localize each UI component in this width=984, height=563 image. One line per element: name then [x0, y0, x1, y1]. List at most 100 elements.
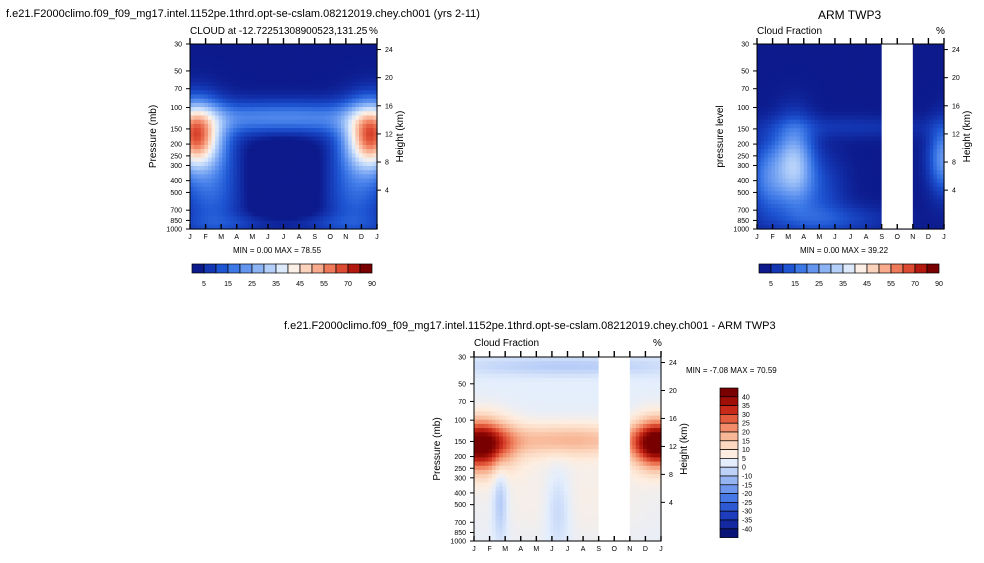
heatmap-cell — [800, 128, 805, 133]
heatmap-cell — [258, 207, 263, 213]
heatmap-cell — [301, 224, 306, 230]
heatmap-cell — [247, 199, 252, 205]
heatmap-cell — [218, 220, 223, 226]
heatmap-cell — [261, 216, 267, 222]
heatmap-cell — [269, 65, 274, 70]
heatmap-cell — [789, 216, 794, 222]
heatmap-cell — [287, 178, 292, 184]
heatmap-cell — [926, 123, 931, 129]
heatmap-cell — [225, 170, 231, 175]
heatmap-cell — [269, 216, 274, 222]
heatmap-cell — [810, 123, 816, 129]
heatmap-cell — [215, 174, 220, 180]
heatmap-cell — [251, 107, 256, 112]
heatmap-cell — [803, 48, 808, 53]
heatmap-cell — [351, 186, 357, 192]
heatmap-cell — [319, 191, 324, 196]
heatmap-cell — [305, 60, 310, 66]
heatmap-cell — [875, 52, 880, 58]
heatmap-cell — [828, 86, 834, 91]
heatmap-cell — [828, 94, 834, 100]
heatmap-cell — [792, 60, 798, 66]
heatmap-cell — [236, 136, 241, 142]
heatmap-cell — [807, 207, 812, 213]
heatmap-cell — [796, 52, 801, 58]
heatmap-cell — [287, 90, 292, 96]
heatmap-cell — [315, 203, 321, 209]
obs-title: ARM TWP3 — [818, 8, 882, 22]
colorbar-label: 15 — [791, 281, 799, 288]
heatmap-cell — [233, 220, 238, 226]
heatmap-cell — [474, 444, 479, 450]
heatmap-cell — [929, 199, 934, 205]
heatmap-cell — [276, 44, 281, 49]
heatmap-cell — [204, 60, 209, 66]
heatmap-cell — [233, 191, 238, 196]
heatmap-cell — [474, 524, 479, 530]
heatmap-cell — [233, 69, 238, 75]
heatmap-cell — [810, 111, 816, 117]
heatmap-cell — [301, 199, 306, 205]
heatmap-cell — [477, 382, 482, 387]
heatmap-cell — [276, 60, 281, 66]
heatmap-cell — [215, 115, 220, 121]
heatmap-cell — [821, 69, 826, 75]
heatmap-cell — [373, 69, 378, 75]
heatmap-cell — [857, 48, 862, 53]
heatmap-cell — [330, 203, 335, 209]
heatmap-cell — [918, 128, 924, 133]
heatmap-cell — [283, 123, 288, 129]
heatmap-cell — [846, 216, 852, 222]
heatmap-cell — [757, 128, 762, 133]
heatmap-cell — [792, 216, 798, 222]
heatmap-cell — [810, 73, 816, 79]
heatmap-cell — [814, 44, 819, 49]
heatmap-cell — [782, 56, 787, 62]
heatmap-cell — [283, 132, 288, 138]
heatmap-cell — [193, 128, 198, 133]
heatmap-cell — [261, 52, 267, 58]
heatmap-cell — [337, 56, 342, 62]
heatmap-cell — [341, 81, 346, 87]
heatmap-cell — [261, 132, 267, 138]
heatmap-cell — [785, 199, 790, 205]
heatmap-cell — [308, 140, 313, 146]
heatmap-cell — [800, 115, 805, 121]
heatmap-cell — [362, 140, 367, 146]
heatmap-cell — [312, 170, 317, 175]
heatmap-cell — [323, 165, 328, 171]
heatmap-cell — [355, 98, 360, 104]
heatmap-cell — [872, 52, 877, 58]
heatmap-cell — [872, 115, 877, 121]
heatmap-cell — [760, 207, 765, 213]
heatmap-cell — [301, 48, 306, 53]
heatmap-cell — [778, 94, 783, 100]
heatmap-cell — [839, 102, 844, 108]
heatmap-cell — [218, 52, 223, 58]
heatmap-cell — [351, 90, 357, 96]
heatmap-cell — [333, 207, 339, 213]
heatmap-cell — [864, 157, 870, 163]
heatmap-cell — [926, 170, 931, 175]
heatmap-cell — [326, 149, 331, 154]
heatmap-cell — [481, 461, 486, 467]
heatmap-cell — [839, 107, 844, 112]
heatmap-cell — [926, 128, 931, 133]
heatmap-cell — [351, 107, 357, 112]
heatmap-cell — [233, 98, 238, 104]
heatmap-cell — [474, 423, 479, 429]
heatmap-cell — [796, 136, 801, 142]
heatmap-cell — [785, 203, 790, 209]
heatmap-cell — [233, 212, 238, 217]
heatmap-cell — [341, 212, 346, 217]
heatmap-cell — [261, 161, 267, 167]
heatmap-cell — [850, 90, 855, 96]
heatmap-cell — [785, 220, 790, 226]
heatmap-cell — [279, 86, 285, 91]
heatmap-cell — [333, 153, 339, 159]
heatmap-cell — [782, 48, 787, 53]
heatmap-cell — [240, 203, 245, 209]
heatmap-cell — [323, 60, 328, 66]
heatmap-cell — [803, 77, 808, 83]
heatmap-cell — [825, 60, 830, 66]
